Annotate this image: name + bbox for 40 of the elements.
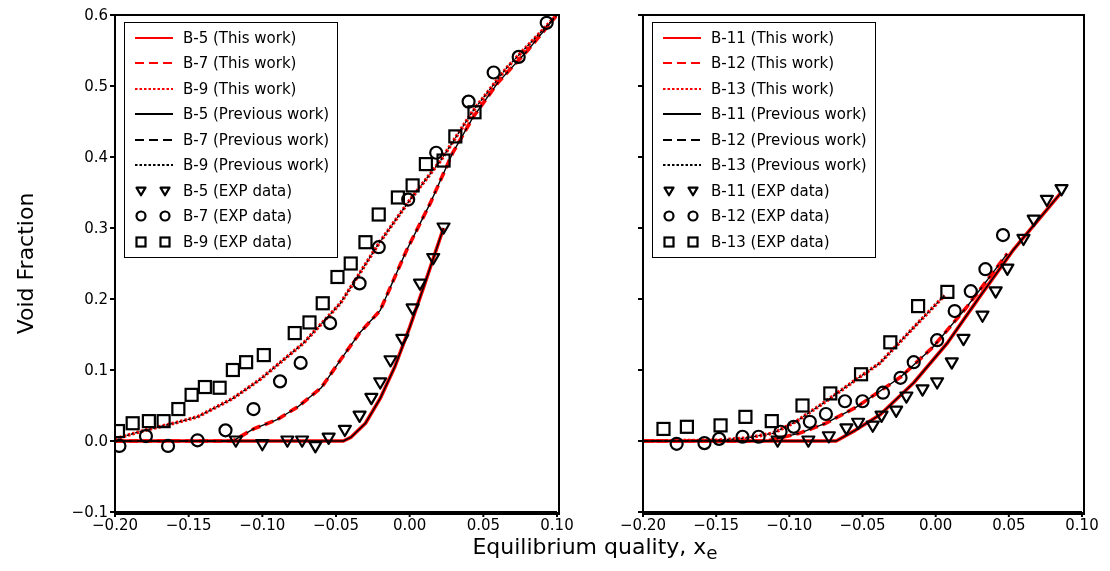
legend-label: B-13 (This work) — [711, 79, 834, 98]
x-axis-title: Equilibrium quality, x$_{e}$ — [471, 534, 719, 564]
x-tick-label: 0.10 — [1065, 515, 1099, 534]
x-tick-label: −0.10 — [766, 515, 813, 534]
legend-label: B-7 (This work) — [183, 54, 297, 73]
x-tick-label: −0.15 — [165, 515, 212, 534]
x-tick-label: −0.05 — [839, 515, 886, 534]
legend-label: B-9 (Previous work) — [183, 156, 330, 175]
x-tick-label: −0.15 — [693, 515, 740, 534]
y-tick-label: 0.1 — [84, 361, 108, 380]
y-axis-title: Void Fraction — [12, 192, 38, 335]
legend-label: B-13 (EXP data) — [711, 232, 830, 251]
x-tick-label: −0.20 — [620, 515, 666, 534]
x-tick-label: −0.10 — [239, 515, 286, 534]
legend-label: B-7 (EXP data) — [183, 207, 293, 226]
y-tick-label: 0.6 — [84, 6, 108, 25]
x-tick-label: 0.05 — [992, 515, 1026, 534]
legend-label: B-9 (EXP data) — [183, 232, 293, 251]
y-tick-label: 0.2 — [84, 290, 108, 309]
x-tick-label: 0.00 — [392, 515, 427, 534]
x-tick-label: −0.05 — [313, 515, 359, 534]
y-tick-label: 0.4 — [84, 148, 108, 167]
legend-label: B-5 (This work) — [183, 28, 297, 47]
legend-label: B-5 (Previous work) — [183, 105, 330, 124]
legend-label: B-12 (EXP data) — [711, 207, 830, 226]
legend-label: B-11 (This work) — [711, 28, 834, 47]
legend-label: B-13 (Previous work) — [711, 156, 867, 175]
legend-label: B-11 (EXP data) — [711, 181, 830, 200]
legend-label: B-12 (This work) — [711, 54, 834, 73]
x-tick-label: 0.00 — [918, 515, 953, 534]
x-tick-label: 0.10 — [540, 515, 574, 534]
y-tick-label: 0.5 — [84, 77, 108, 96]
legend-label: B-9 (This work) — [183, 79, 297, 98]
legend-label: B-11 (Previous work) — [711, 105, 867, 124]
legend-label: B-7 (Previous work) — [183, 130, 330, 149]
y-tick-label: 0.0 — [84, 432, 108, 451]
legend-label: B-5 (EXP data) — [183, 181, 293, 200]
legend-label: B-12 (Previous work) — [711, 130, 867, 149]
x-tick-label: 0.05 — [466, 515, 501, 534]
y-tick-label: 0.3 — [84, 219, 108, 238]
